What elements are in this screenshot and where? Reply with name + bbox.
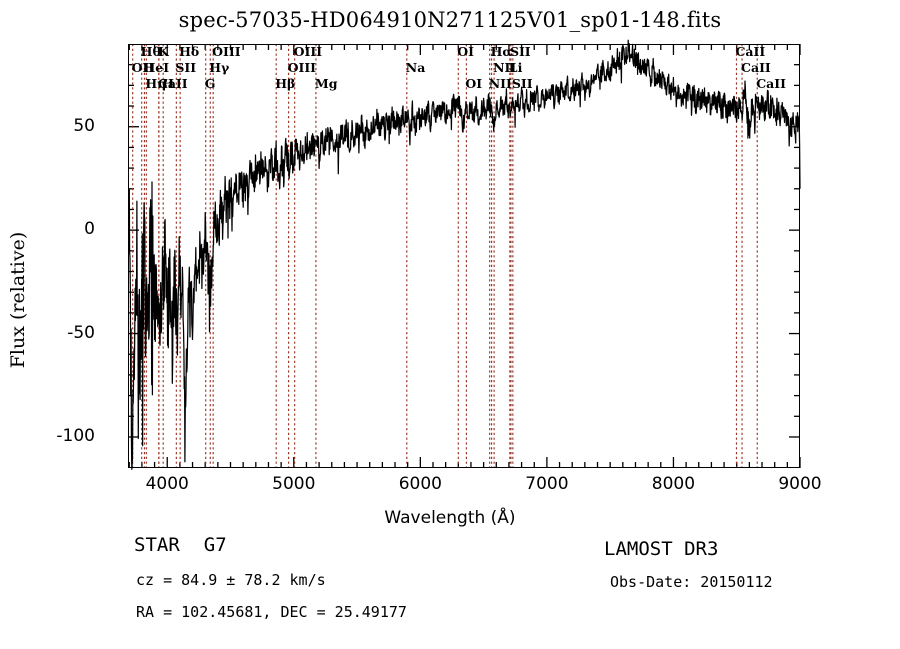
y-tick-label: -50: [67, 322, 95, 343]
line-label-Mg: Mg: [314, 76, 338, 91]
coordinates: RA = 102.45681, DEC = 25.49177: [136, 603, 407, 621]
line-label-NII: NII: [493, 60, 517, 75]
x-tick-label: 5000: [272, 474, 316, 494]
line-label-CaII: CaII: [157, 76, 188, 91]
line-label-H: Hγ: [209, 60, 230, 75]
line-label-SII: SII: [509, 44, 531, 59]
object-type: STAR: [134, 534, 180, 556]
line-label-OII: OII: [131, 60, 155, 75]
line-label-H: H: [162, 76, 174, 91]
line-label-CaII: CaII: [756, 76, 786, 91]
x-tick-label: 4000: [145, 474, 189, 494]
line-label-OIII: OIII: [293, 44, 323, 59]
plot-area: Hθ K Hδ OIII OIII OI Hα SII CaII OII HeI SII Hγ OIII N…: [128, 39, 801, 470]
line-label-H: Hβ: [275, 76, 296, 91]
spectral-class: G7: [203, 534, 227, 556]
plot-frame: [128, 44, 800, 468]
line-label-Li: Li: [508, 60, 523, 75]
line-label-Na: Na: [405, 60, 426, 75]
line-label-HeI: HeI: [143, 60, 170, 75]
line-label-H: Hδ: [179, 44, 200, 59]
line-label-CaII: CaII: [741, 60, 771, 75]
spectrum-canvas: [128, 39, 801, 470]
line-label-OIII: OIII: [212, 44, 241, 59]
y-tick-label: 0: [84, 219, 95, 240]
line-label-OI: OI: [465, 76, 483, 91]
x-tick-label: 6000: [398, 474, 442, 494]
y-tick-label: 50: [73, 115, 95, 136]
line-label-H: Hθ: [140, 44, 161, 59]
x-axis-label: Wavelength (Å): [384, 508, 516, 528]
line-label-OI: OI: [457, 44, 475, 59]
x-tick-label: 8000: [651, 474, 696, 494]
line-label-K: K: [157, 44, 169, 59]
y-tick-label: -100: [56, 425, 95, 446]
line-label-SII: SII: [511, 76, 533, 91]
y-axis-label: Flux (relative): [7, 231, 29, 369]
line-label-H: Hη: [145, 76, 167, 91]
line-label-CaII: CaII: [735, 44, 766, 59]
observation-date: Obs-Date: 20150112: [610, 573, 773, 591]
line-label-SII: SII: [175, 60, 197, 75]
redshift-velocity: cz = 84.9 ± 78.2 km/s: [136, 571, 326, 589]
line-label-NII: NII: [488, 76, 512, 91]
line-label-OIII: OIII: [287, 60, 317, 75]
x-tick-label: 7000: [525, 474, 569, 494]
survey-name: LAMOST DR3: [604, 538, 719, 560]
x-tick-label: 9000: [778, 474, 822, 494]
page-title: spec-57035-HD064910N271125V01_sp01-148.f…: [178, 8, 722, 32]
object-type-class: STAR G7: [134, 534, 227, 556]
line-label-H: Hα: [490, 44, 513, 59]
line-label-G: G: [204, 76, 216, 91]
